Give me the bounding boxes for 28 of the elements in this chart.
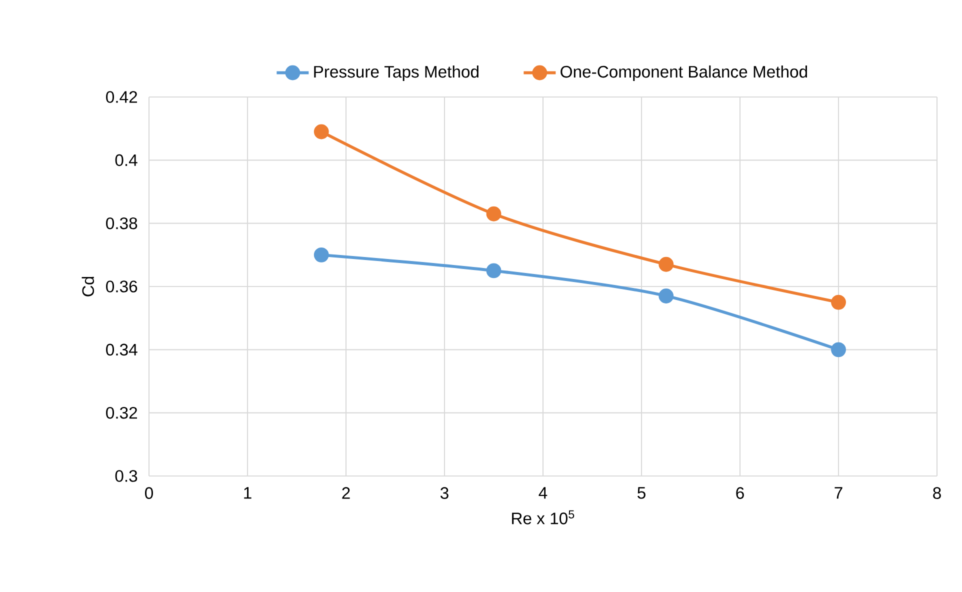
point xyxy=(658,288,674,304)
point xyxy=(486,206,502,222)
x-tick-label: 3 xyxy=(440,487,448,499)
x-tick-label: 5 xyxy=(638,487,646,499)
legend-label: One-Component Balance Method xyxy=(560,65,808,81)
y-tick-label: 0.4 xyxy=(115,154,138,166)
point xyxy=(486,263,502,278)
y-tick-label: 0.34 xyxy=(106,344,138,356)
y-axis-title: Cd xyxy=(82,276,94,296)
y-tick-label: 0.42 xyxy=(106,91,138,103)
x-tick-label: 8 xyxy=(933,487,941,499)
x-tick-label: 6 xyxy=(736,487,744,499)
x-tick-label: 7 xyxy=(834,487,842,499)
point xyxy=(831,342,846,358)
x-tick-label: 2 xyxy=(342,487,350,499)
point xyxy=(314,124,329,140)
y-tick-label: 0.32 xyxy=(106,406,138,419)
y-tick-label: 0.38 xyxy=(106,217,138,230)
x-tick-label: 1 xyxy=(244,487,252,499)
x-tick-label: 4 xyxy=(538,487,548,499)
legend-label: Pressure Taps Method xyxy=(314,65,478,81)
x-axis-title: Re x 10$^{5}$ xyxy=(512,510,574,524)
point xyxy=(658,256,674,272)
y-tick-label: 0.3 xyxy=(115,470,138,482)
y-tick-label: 0.36 xyxy=(106,280,138,292)
point xyxy=(314,247,329,262)
point xyxy=(831,294,846,310)
x-tick-label: 0 xyxy=(145,487,153,499)
